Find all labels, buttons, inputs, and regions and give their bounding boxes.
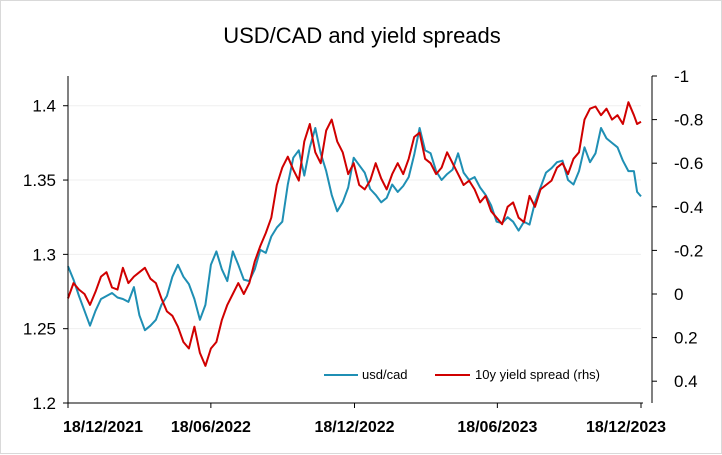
y2-tick-label: 0: [674, 285, 683, 304]
grid-layer: [68, 105, 641, 330]
x-tick-label: 18/06/2022: [171, 419, 251, 436]
axes-layer: 1.2 1.25 1.3 1.35 1.4 -1 -0.8 -0.6 -0.4 -0.2 0 0.2 0…: [23, 67, 703, 436]
series-line-usdcad: [67, 127, 642, 332]
y2-tick-label: 0.4: [674, 372, 698, 391]
y-tick-label: 1.35: [23, 171, 56, 190]
series-layer: [67, 101, 642, 367]
x-tick-label: 18/12/2021: [63, 419, 143, 436]
series-line-yield-spread: [67, 101, 642, 367]
x-tick-label: 18/12/2022: [314, 419, 394, 436]
y2-tick-label: -0.6: [674, 154, 703, 173]
chart-title: USD/CAD and yield spreads: [223, 23, 501, 48]
x-tick-label: 18/12/2023: [586, 419, 666, 436]
legend-label-usdcad: usd/cad: [362, 367, 408, 382]
legend-label-spread: 10y yield spread (rhs): [475, 367, 600, 382]
x-tick-label: 18/06/2023: [457, 419, 537, 436]
legend: usd/cad 10y yield spread (rhs): [324, 367, 600, 382]
y2-tick-label: -0.4: [674, 198, 703, 217]
y-tick-label: 1.2: [32, 394, 56, 413]
y-tick-label: 1.4: [32, 97, 56, 116]
y-tick-label: 1.25: [23, 320, 56, 339]
y2-tick-label: -0.8: [674, 111, 703, 130]
y-tick-label: 1.3: [32, 245, 56, 264]
y2-tick-label: 0.2: [674, 329, 698, 348]
y2-tick-label: -1: [674, 67, 689, 86]
y2-tick-label: -0.2: [674, 241, 703, 260]
